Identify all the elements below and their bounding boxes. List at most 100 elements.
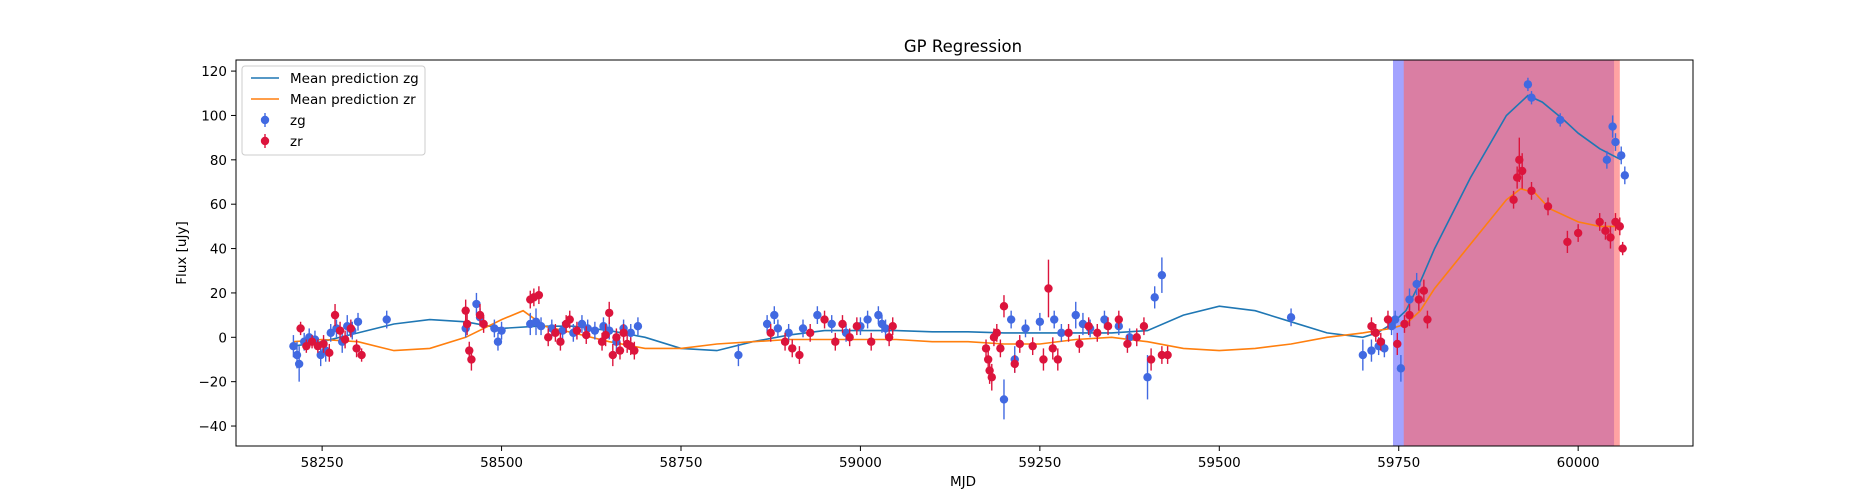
data-point-zr — [987, 373, 996, 382]
data-point-zr — [1405, 310, 1414, 320]
data-point-zr — [1093, 328, 1102, 338]
data-point-zr — [1010, 359, 1019, 369]
y-axis-label: Flux [uJy] — [174, 221, 190, 284]
data-point-zr — [1123, 339, 1132, 349]
x-tick-label: 59500 — [1198, 455, 1241, 471]
data-point-zr — [461, 306, 470, 315]
data-point-zr — [565, 315, 574, 324]
data-point-zg — [773, 324, 783, 333]
data-point-zr — [983, 355, 993, 364]
data-point-zg — [493, 337, 503, 346]
data-point-zr — [788, 344, 797, 353]
series-zg — [289, 77, 1630, 420]
legend-box — [241, 65, 426, 156]
data-point-zr — [1618, 244, 1627, 253]
data-point-zg — [770, 310, 779, 320]
data-point-zr — [1015, 339, 1024, 349]
x-tick-label: 59750 — [1377, 455, 1420, 471]
legend-marker-zg — [260, 115, 270, 125]
data-point-zr — [1595, 217, 1604, 227]
data-point-zg — [626, 328, 635, 338]
data-point-zr — [1064, 328, 1073, 338]
data-point-zr — [296, 324, 305, 333]
data-point-zg — [292, 350, 302, 360]
data-point-zg — [1057, 328, 1066, 338]
data-point-zr — [1517, 166, 1527, 176]
data-point-zr — [582, 330, 591, 340]
y-axis-ticks: −40 −20 0 20 40 60 80 100 120 — [199, 64, 236, 435]
data-point-zr — [981, 344, 991, 353]
y-tick-label: 120 — [201, 64, 227, 80]
data-point-zr — [302, 341, 311, 351]
data-point-zr — [1527, 186, 1536, 196]
y-tick-label: 20 — [210, 286, 227, 302]
data-point-zr — [780, 337, 790, 346]
data-point-zr — [608, 350, 618, 360]
x-tick-label: 58500 — [480, 455, 523, 471]
legend-label-zr: zr — [290, 134, 303, 150]
data-point-zg — [289, 341, 298, 351]
data-point-zr — [1419, 286, 1429, 295]
data-point-zr — [619, 328, 628, 338]
data-point-zg — [1390, 315, 1400, 324]
data-point-zr — [795, 350, 804, 360]
data-point-zr — [805, 328, 815, 338]
data-point-zr — [357, 350, 366, 360]
data-point-zr — [346, 324, 356, 333]
data-point-zg — [863, 315, 872, 324]
data-point-zg — [827, 319, 836, 329]
data-point-zr — [479, 319, 488, 329]
data-point-zr — [1114, 315, 1124, 324]
data-point-zr — [1543, 202, 1553, 211]
data-point-zr — [1383, 315, 1393, 324]
data-point-zg — [999, 395, 1009, 404]
x-tick-label: 58250 — [301, 455, 344, 471]
data-point-zr — [1163, 350, 1172, 360]
data-point-zg — [382, 315, 391, 324]
data-point-zg — [577, 319, 587, 329]
data-point-zr — [467, 355, 476, 364]
data-point-zr — [820, 315, 829, 324]
data-point-zg — [1412, 279, 1421, 289]
data-point-zg — [1157, 270, 1167, 280]
data-point-zg — [1387, 322, 1396, 331]
data-point-zg — [1611, 137, 1620, 147]
legend-label-zg: zg — [290, 113, 306, 129]
data-point-zr — [352, 344, 361, 353]
x-tick-label: 58750 — [660, 455, 703, 471]
data-point-zg — [1367, 346, 1376, 355]
data-point-zr — [1367, 322, 1376, 331]
data-point-zr — [1146, 355, 1156, 364]
data-point-zg — [1100, 315, 1109, 324]
x-axis-label: MJD — [950, 474, 976, 490]
data-point-zg — [1150, 293, 1159, 302]
data-point-zr — [1028, 341, 1037, 351]
data-point-zg — [1523, 80, 1533, 89]
data-point-zr — [335, 326, 345, 335]
data-point-zg — [590, 326, 600, 335]
data-point-zr — [544, 333, 553, 342]
data-point-zr — [1423, 315, 1432, 324]
x-tick-label: 59000 — [839, 455, 882, 471]
data-point-zr — [1573, 228, 1583, 238]
y-tick-label: 60 — [210, 197, 227, 213]
data-point-zr — [1509, 195, 1518, 204]
data-point-zg — [353, 317, 363, 326]
data-point-zg — [1050, 315, 1059, 324]
data-point-zg — [536, 322, 546, 331]
data-point-zg — [813, 310, 822, 320]
data-point-zr — [534, 290, 544, 300]
data-point-zg — [1143, 373, 1152, 382]
data-point-zr — [340, 335, 350, 344]
x-axis-ticks: 58250 58500 58750 59000 59250 59500 59750 60000 — [301, 446, 1600, 471]
data-point-zg — [1617, 151, 1626, 160]
data-point-zr — [1044, 284, 1053, 293]
data-point-zr — [475, 310, 485, 320]
data-point-zr — [612, 333, 621, 342]
data-point-zr — [1414, 295, 1424, 304]
data-point-zr — [1157, 350, 1167, 360]
data-point-zr — [556, 337, 565, 346]
data-point-zr — [1371, 328, 1380, 338]
data-point-zg — [1358, 350, 1368, 360]
